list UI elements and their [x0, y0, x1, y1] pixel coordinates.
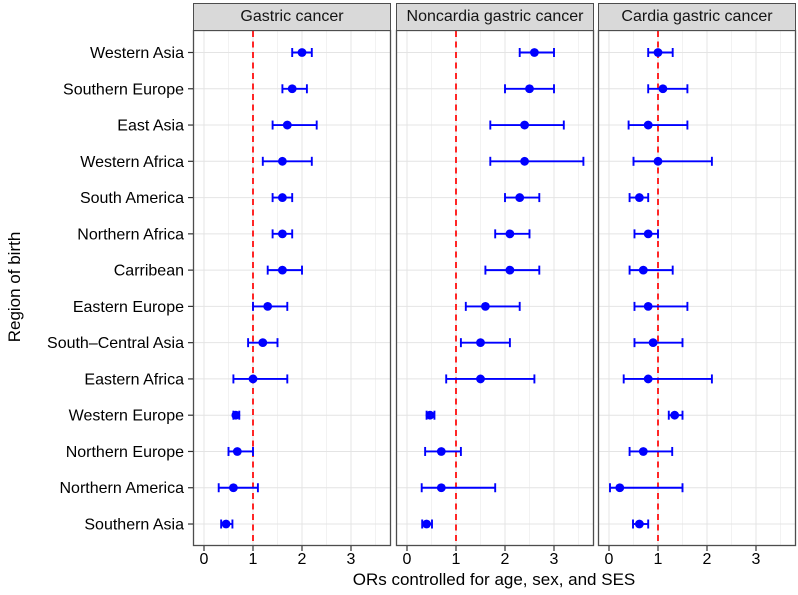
x-axis-tick-label: 1	[654, 551, 663, 568]
or-point	[634, 519, 644, 529]
x-axis-title: ORs controlled for age, sex, and SES	[352, 570, 636, 589]
panel-background	[598, 30, 795, 545]
or-point	[282, 120, 292, 130]
x-axis-tick-label: 3	[347, 551, 356, 568]
x-axis-tick-label: 0	[403, 551, 412, 568]
or-point	[643, 120, 653, 130]
panel-background	[193, 30, 390, 545]
y-axis-category-label: East Asia	[117, 118, 184, 135]
or-point	[505, 229, 515, 239]
y-axis-category-label: Northern Africa	[77, 226, 184, 243]
or-point	[278, 193, 287, 202]
y-axis-category-label: Southern Europe	[63, 81, 184, 98]
or-point	[648, 338, 658, 348]
x-axis-tick-label: 2	[298, 551, 307, 568]
y-axis-title: Region of birth	[5, 231, 24, 343]
y-axis-category-label: Western Europe	[69, 408, 184, 425]
y-axis-category-label: Western Africa	[80, 154, 184, 171]
or-point	[476, 338, 485, 348]
or-point	[229, 483, 238, 493]
y-axis-category-label: South America	[80, 190, 184, 207]
y-axis-category-label: Northern Europe	[66, 444, 184, 461]
or-point	[643, 301, 653, 311]
x-axis-tick-label: 2	[501, 551, 510, 568]
x-axis-tick-label: 0	[200, 551, 209, 568]
or-point	[278, 156, 287, 166]
or-point	[278, 265, 287, 275]
or-point	[530, 48, 539, 57]
x-axis-tick-label: 0	[605, 551, 614, 568]
or-point	[248, 374, 258, 384]
or-point	[658, 84, 668, 94]
or-point	[520, 156, 529, 166]
y-axis-category-label: Eastern Africa	[84, 371, 184, 388]
or-point	[515, 193, 525, 202]
x-axis-tick-label: 2	[703, 551, 712, 568]
panel-header-noncardia-gastric-cancer: Noncardia gastric cancer	[396, 3, 594, 31]
or-point	[525, 84, 534, 94]
or-point	[232, 447, 242, 456]
panel-background	[396, 30, 593, 545]
or-point	[436, 447, 446, 456]
y-axis-category-label: Southern Asia	[84, 517, 184, 534]
or-point	[221, 519, 231, 529]
or-point	[653, 156, 663, 166]
or-point	[231, 410, 241, 420]
or-point	[505, 265, 515, 275]
or-point	[643, 229, 653, 239]
or-point	[634, 193, 644, 202]
x-axis-tick-label: 3	[752, 551, 761, 568]
x-axis-tick-label: 3	[550, 551, 559, 568]
or-point	[481, 301, 490, 311]
or-point	[258, 338, 268, 348]
or-point	[297, 48, 307, 57]
or-point	[670, 410, 680, 420]
x-axis-tick-label: 1	[452, 551, 461, 568]
or-point	[422, 519, 431, 529]
or-point	[638, 447, 648, 456]
y-axis-category-label: Western Asia	[90, 45, 184, 62]
or-point	[615, 483, 625, 493]
or-point	[278, 229, 287, 239]
or-point	[263, 301, 273, 311]
y-axis-category-label: South–Central Asia	[47, 335, 184, 352]
or-point	[520, 120, 529, 130]
or-point	[425, 410, 435, 420]
or-point	[638, 265, 648, 275]
or-point	[476, 374, 485, 384]
y-axis-category-label: Northern America	[60, 480, 185, 497]
or-point	[643, 374, 653, 384]
panel-header-gastric-cancer: Gastric cancer	[193, 3, 391, 31]
panel-header-cardia-gastric-cancer: Cardia gastric cancer	[598, 3, 796, 31]
or-point	[436, 483, 446, 493]
y-axis-category-label: Eastern Europe	[73, 299, 184, 316]
or-point	[287, 84, 297, 94]
or-point	[653, 48, 663, 57]
y-axis-category-label: Carribean	[114, 263, 184, 280]
x-axis-tick-label: 1	[249, 551, 258, 568]
